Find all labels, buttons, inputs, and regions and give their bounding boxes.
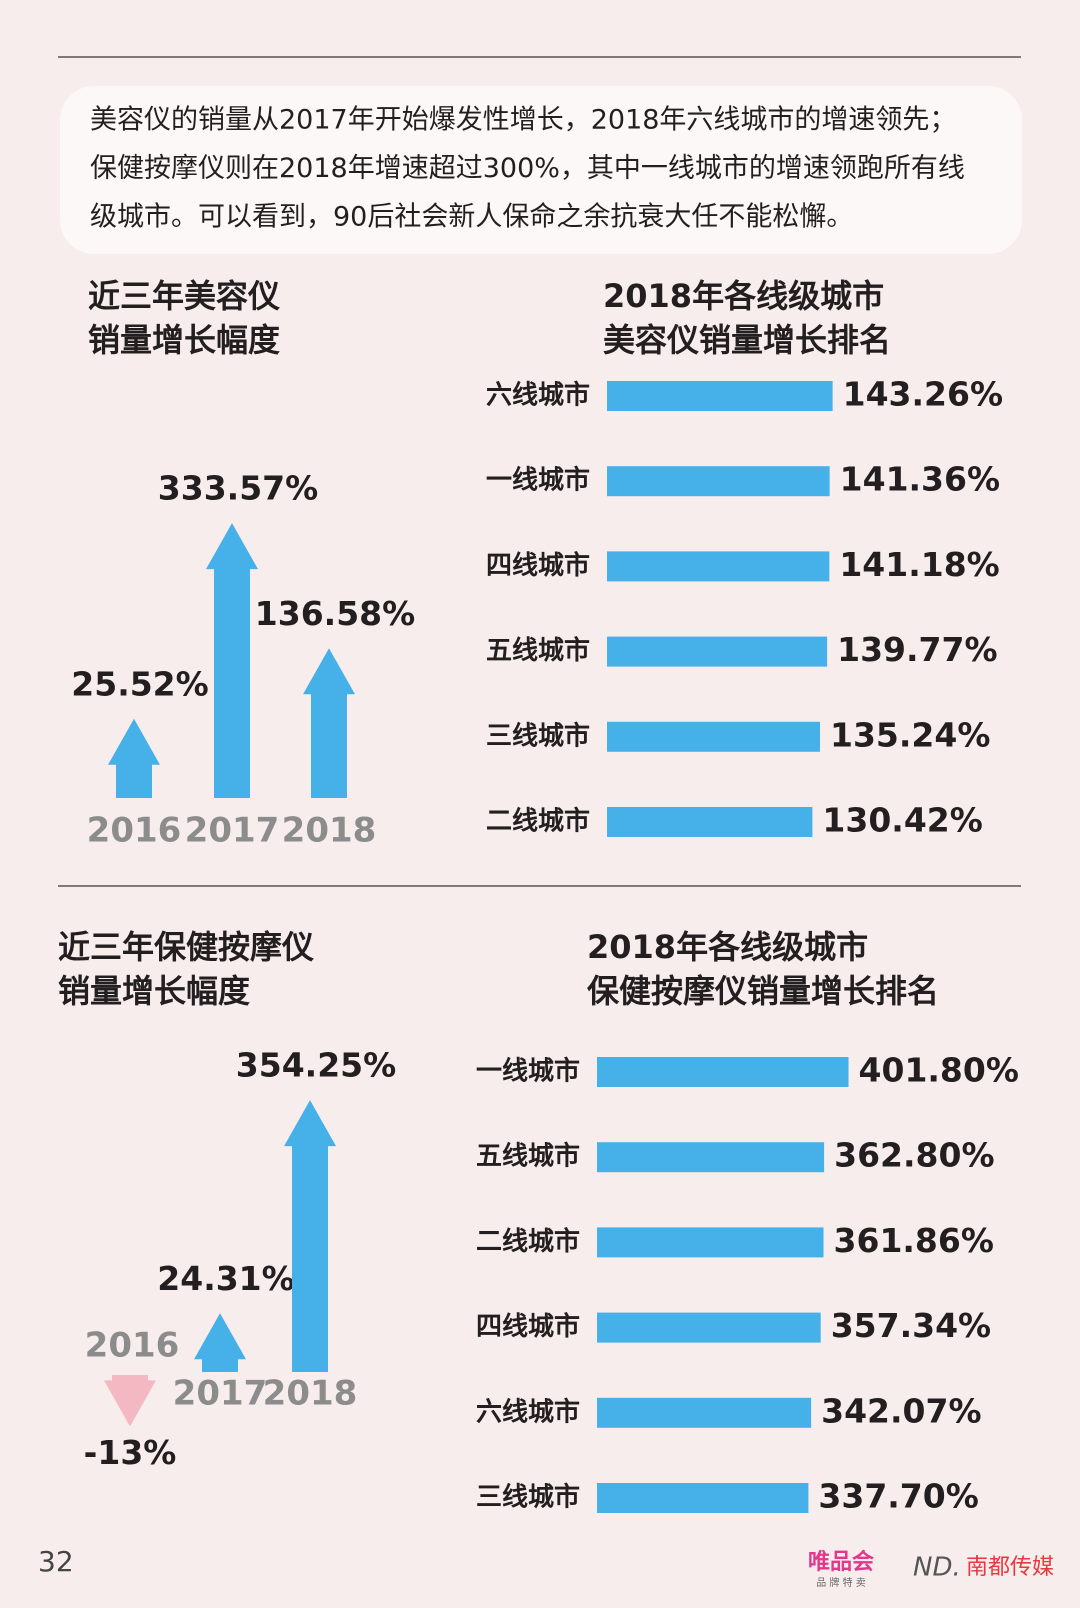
intro-line: 美容仪的销量从2017年开始爆发性增长，2018年六线城市的增速领先； <box>90 105 956 136</box>
value-label: 362.80% <box>834 1136 994 1175</box>
category-label: 五线城市 <box>476 1141 580 1172</box>
year-label: 2018 <box>263 1374 358 1414</box>
category-label: 二线城市 <box>486 806 590 837</box>
arrow <box>206 523 258 798</box>
value-label: 401.80% <box>859 1051 1019 1090</box>
bar <box>597 1483 809 1513</box>
chart-title: 2018年各线级城市 <box>603 277 884 315</box>
value-label: 24.31% <box>157 1259 294 1298</box>
intro-line: 级城市。可以看到，90后社会新人保命之余抗衰大任不能松懈。 <box>90 202 853 233</box>
year-label: 2017 <box>173 1374 268 1414</box>
bar <box>607 551 830 582</box>
year-label: 2016 <box>85 1326 180 1366</box>
arrow <box>194 1313 246 1372</box>
page-number: 32 <box>38 1545 74 1578</box>
value-label: 342.07% <box>821 1391 981 1430</box>
brand: 唯品会 <box>808 1549 874 1575</box>
chart-title: 2018年各线级城市 <box>587 928 868 966</box>
bar <box>597 1312 821 1343</box>
category-label: 四线城市 <box>476 1311 580 1342</box>
chart-title: 近三年美容仪 <box>88 277 280 315</box>
publisher: 南都传媒 <box>966 1555 1054 1580</box>
category-label: 三线城市 <box>486 720 590 751</box>
value-label: 135.24% <box>830 715 990 754</box>
bar <box>607 466 830 497</box>
value-label: 139.77% <box>837 630 997 669</box>
category-label: 二线城市 <box>476 1226 580 1257</box>
bar <box>597 1227 824 1258</box>
value-label: 141.36% <box>840 460 1000 499</box>
value-label: 143.26% <box>843 375 1003 414</box>
year-label: 2017 <box>185 811 280 851</box>
arrow-down <box>104 1375 156 1427</box>
chart-title: 保健按摩仪销量增长排名 <box>587 972 939 1010</box>
chart-title: 美容仪销量增长排名 <box>603 321 891 359</box>
bar <box>607 721 821 752</box>
arrow <box>284 1100 336 1372</box>
chart-title: 销量增长幅度 <box>88 321 280 359</box>
intro-line: 保健按摩仪则在2018年增速超过300%，其中一线城市的增速领跑所有线 <box>90 153 965 184</box>
value-label: 130.42% <box>822 801 982 840</box>
bar <box>607 381 833 411</box>
bar <box>597 1397 812 1428</box>
category-label: 六线城市 <box>486 380 590 411</box>
value-label: 333.57% <box>158 469 318 508</box>
value-label: 136.58% <box>255 594 415 633</box>
chart-title: 近三年保健按摩仪 <box>58 928 314 966</box>
bar <box>597 1142 825 1173</box>
category-label: 四线城市 <box>486 550 590 581</box>
value-label: 141.18% <box>839 545 999 584</box>
bar <box>597 1057 849 1087</box>
category-label: 五线城市 <box>486 635 590 666</box>
logo-mark: ND. <box>913 1553 961 1583</box>
category-label: 一线城市 <box>476 1056 580 1087</box>
bar <box>607 807 813 837</box>
category-label: 六线城市 <box>476 1396 580 1427</box>
arrow <box>303 648 355 798</box>
year-label: 2018 <box>282 811 377 851</box>
value-label: -13% <box>84 1433 177 1472</box>
category-label: 三线城市 <box>476 1482 580 1513</box>
intro-box <box>60 86 1022 254</box>
chart-title: 销量增长幅度 <box>58 972 250 1010</box>
category-label: 一线城市 <box>486 465 590 496</box>
arrow <box>108 718 160 798</box>
value-label: 25.52% <box>71 664 208 703</box>
year-label: 2016 <box>87 811 182 851</box>
value-label: 357.34% <box>831 1306 991 1345</box>
value-label: 337.70% <box>818 1477 978 1516</box>
bar <box>607 636 828 667</box>
value-label: 354.25% <box>236 1046 396 1085</box>
brand-tagline: 品 牌 特 卖 <box>816 1576 866 1589</box>
value-label: 361.86% <box>834 1221 994 1260</box>
